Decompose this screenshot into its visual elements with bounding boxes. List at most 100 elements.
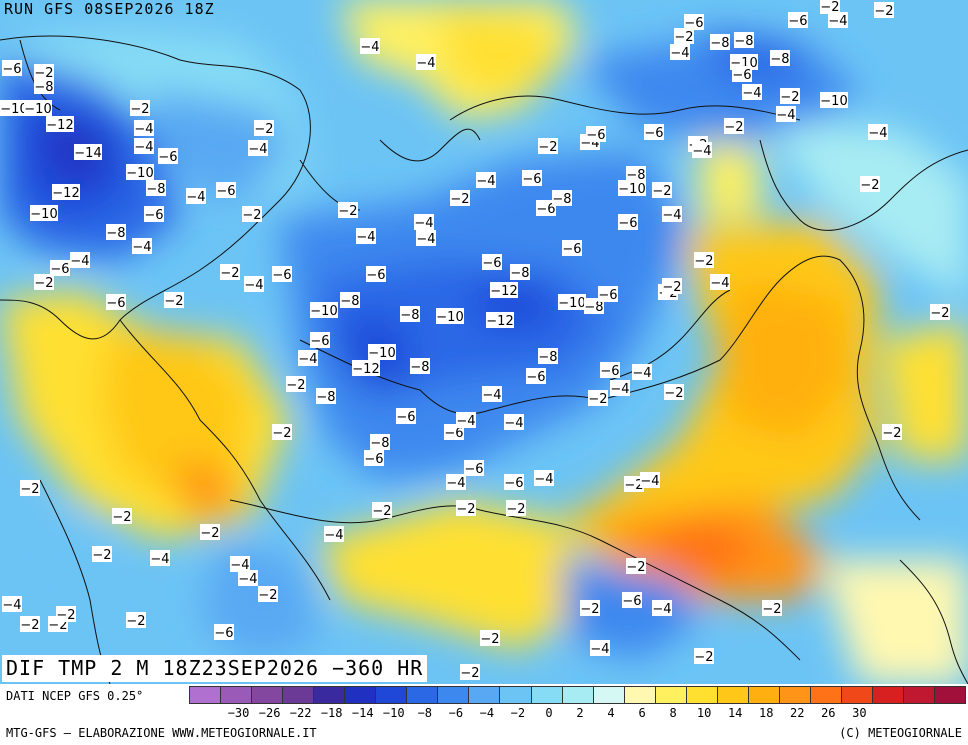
anomaly-value-label: −2 [450,190,470,207]
svg-text:−6: −6 [144,208,163,223]
anomaly-value-label: −12 [46,116,74,133]
svg-text:−4: −4 [534,472,553,487]
run-title: RUN GFS 08SEP2026 18Z [4,0,215,18]
anomaly-value-label: −8 [34,78,54,95]
anomaly-value-label: −2 [762,600,782,617]
svg-text:−2: −2 [820,0,839,15]
svg-text:−4: −4 [414,216,433,231]
svg-text:−4: −4 [742,86,761,101]
svg-text:−4: −4 [482,388,501,403]
anomaly-value-label: −10 [618,180,646,197]
svg-text:−6: −6 [444,426,463,441]
color-legend [189,686,967,706]
anomaly-value-label: −2 [538,138,558,155]
legend-tick-label: 10 [696,706,712,720]
legend-tick-label: 14 [727,706,743,720]
anomaly-value-label: −6 [598,286,618,303]
anomaly-value-label: −4 [456,412,476,429]
legend-swatch [282,686,315,704]
legend-swatch [499,686,532,704]
legend-swatch [220,686,253,704]
legend-tick-label: −18 [320,706,343,720]
svg-text:−2: −2 [652,184,671,199]
legend-tick-label: 6 [638,706,646,720]
legend-tick-label: 22 [790,706,805,720]
svg-text:−2: −2 [456,502,475,517]
anomaly-value-label: −6 [562,240,582,257]
anomaly-value-label: −4 [482,386,502,403]
svg-text:−8: −8 [770,52,789,67]
svg-text:−6: −6 [216,184,235,199]
anomaly-value-label: −4 [2,596,22,613]
legend-tick-label: −6 [448,706,464,720]
svg-text:−2: −2 [506,502,525,517]
anomaly-value-label: −8 [552,190,572,207]
anomaly-value-label: −10 [310,302,338,319]
svg-text:−2: −2 [762,602,781,617]
svg-text:−4: −4 [186,190,205,205]
anomaly-value-label: −6 [526,368,546,385]
svg-text:−6: −6 [464,462,483,477]
legend-tick-label: 2 [576,706,584,720]
anomaly-value-label: −2 [20,616,40,633]
anomaly-value-label: −6 [522,170,542,187]
anomaly-value-label: −8 [770,50,790,67]
legend-tick-label: 18 [759,706,774,720]
anomaly-value-label: −2 [164,292,184,309]
anomaly-value-label: −2 [130,100,150,117]
svg-text:−6: −6 [214,626,233,641]
anomaly-value-label: −8 [400,306,420,323]
svg-text:−6: −6 [106,296,125,311]
svg-text:−6: −6 [310,334,329,349]
svg-text:−12: −12 [486,314,513,329]
svg-text:−6: −6 [158,150,177,165]
anomaly-value-label: −2 [662,278,682,295]
anomaly-value-label: −2 [242,206,262,223]
legend-tick-label: −14 [351,706,374,720]
svg-text:−4: −4 [132,240,151,255]
svg-text:−4: −4 [670,46,689,61]
svg-text:−10: −10 [820,94,847,109]
anomaly-value-label: −8 [734,32,754,49]
svg-text:−14: −14 [74,146,101,161]
anomaly-value-label: −8 [626,166,646,183]
svg-text:−4: −4 [446,476,465,491]
legend-tick-label: 26 [821,706,836,720]
anomaly-value-label: −8 [410,358,430,375]
legend-swatch [654,686,687,704]
svg-text:−6: −6 [272,268,291,283]
svg-text:−6: −6 [586,128,605,143]
anomaly-value-label: −2 [272,424,292,441]
anomaly-value-label: −6 [732,66,752,83]
svg-text:−6: −6 [644,126,663,141]
svg-text:−2: −2 [930,306,949,321]
anomaly-value-label: −4 [356,228,376,245]
anomaly-value-label: −2 [506,500,526,517]
legend-tick-label: 8 [669,706,677,720]
anomaly-value-label: −2 [694,252,714,269]
svg-text:−2: −2 [112,510,131,525]
legend-swatch [809,686,842,704]
anomaly-value-label: −4 [828,12,848,29]
anomaly-value-label: −2 [780,88,800,105]
legend-swatch [437,686,470,704]
anomaly-value-label: −2 [456,500,476,517]
anomaly-value-label: −4 [238,570,258,587]
anomaly-value-label: −6 [504,474,524,491]
svg-text:−2: −2 [56,608,75,623]
svg-text:−12: −12 [352,362,379,377]
anomaly-value-label: −6 [586,126,606,143]
anomaly-value-label: −2 [626,558,646,575]
svg-text:−10: −10 [310,304,337,319]
anomaly-value-label: −6 [310,332,330,349]
legend-swatch [592,686,625,704]
anomaly-value-label: −12 [490,282,518,299]
svg-text:−6: −6 [622,594,641,609]
svg-text:−8: −8 [370,436,389,451]
anomaly-value-label: −2 [20,480,40,497]
svg-text:−2: −2 [480,632,499,647]
svg-text:−4: −4 [652,602,671,617]
anomaly-value-label: −4 [504,414,524,431]
anomaly-value-label: −6 [618,214,638,231]
anomaly-value-label: −4 [150,550,170,567]
